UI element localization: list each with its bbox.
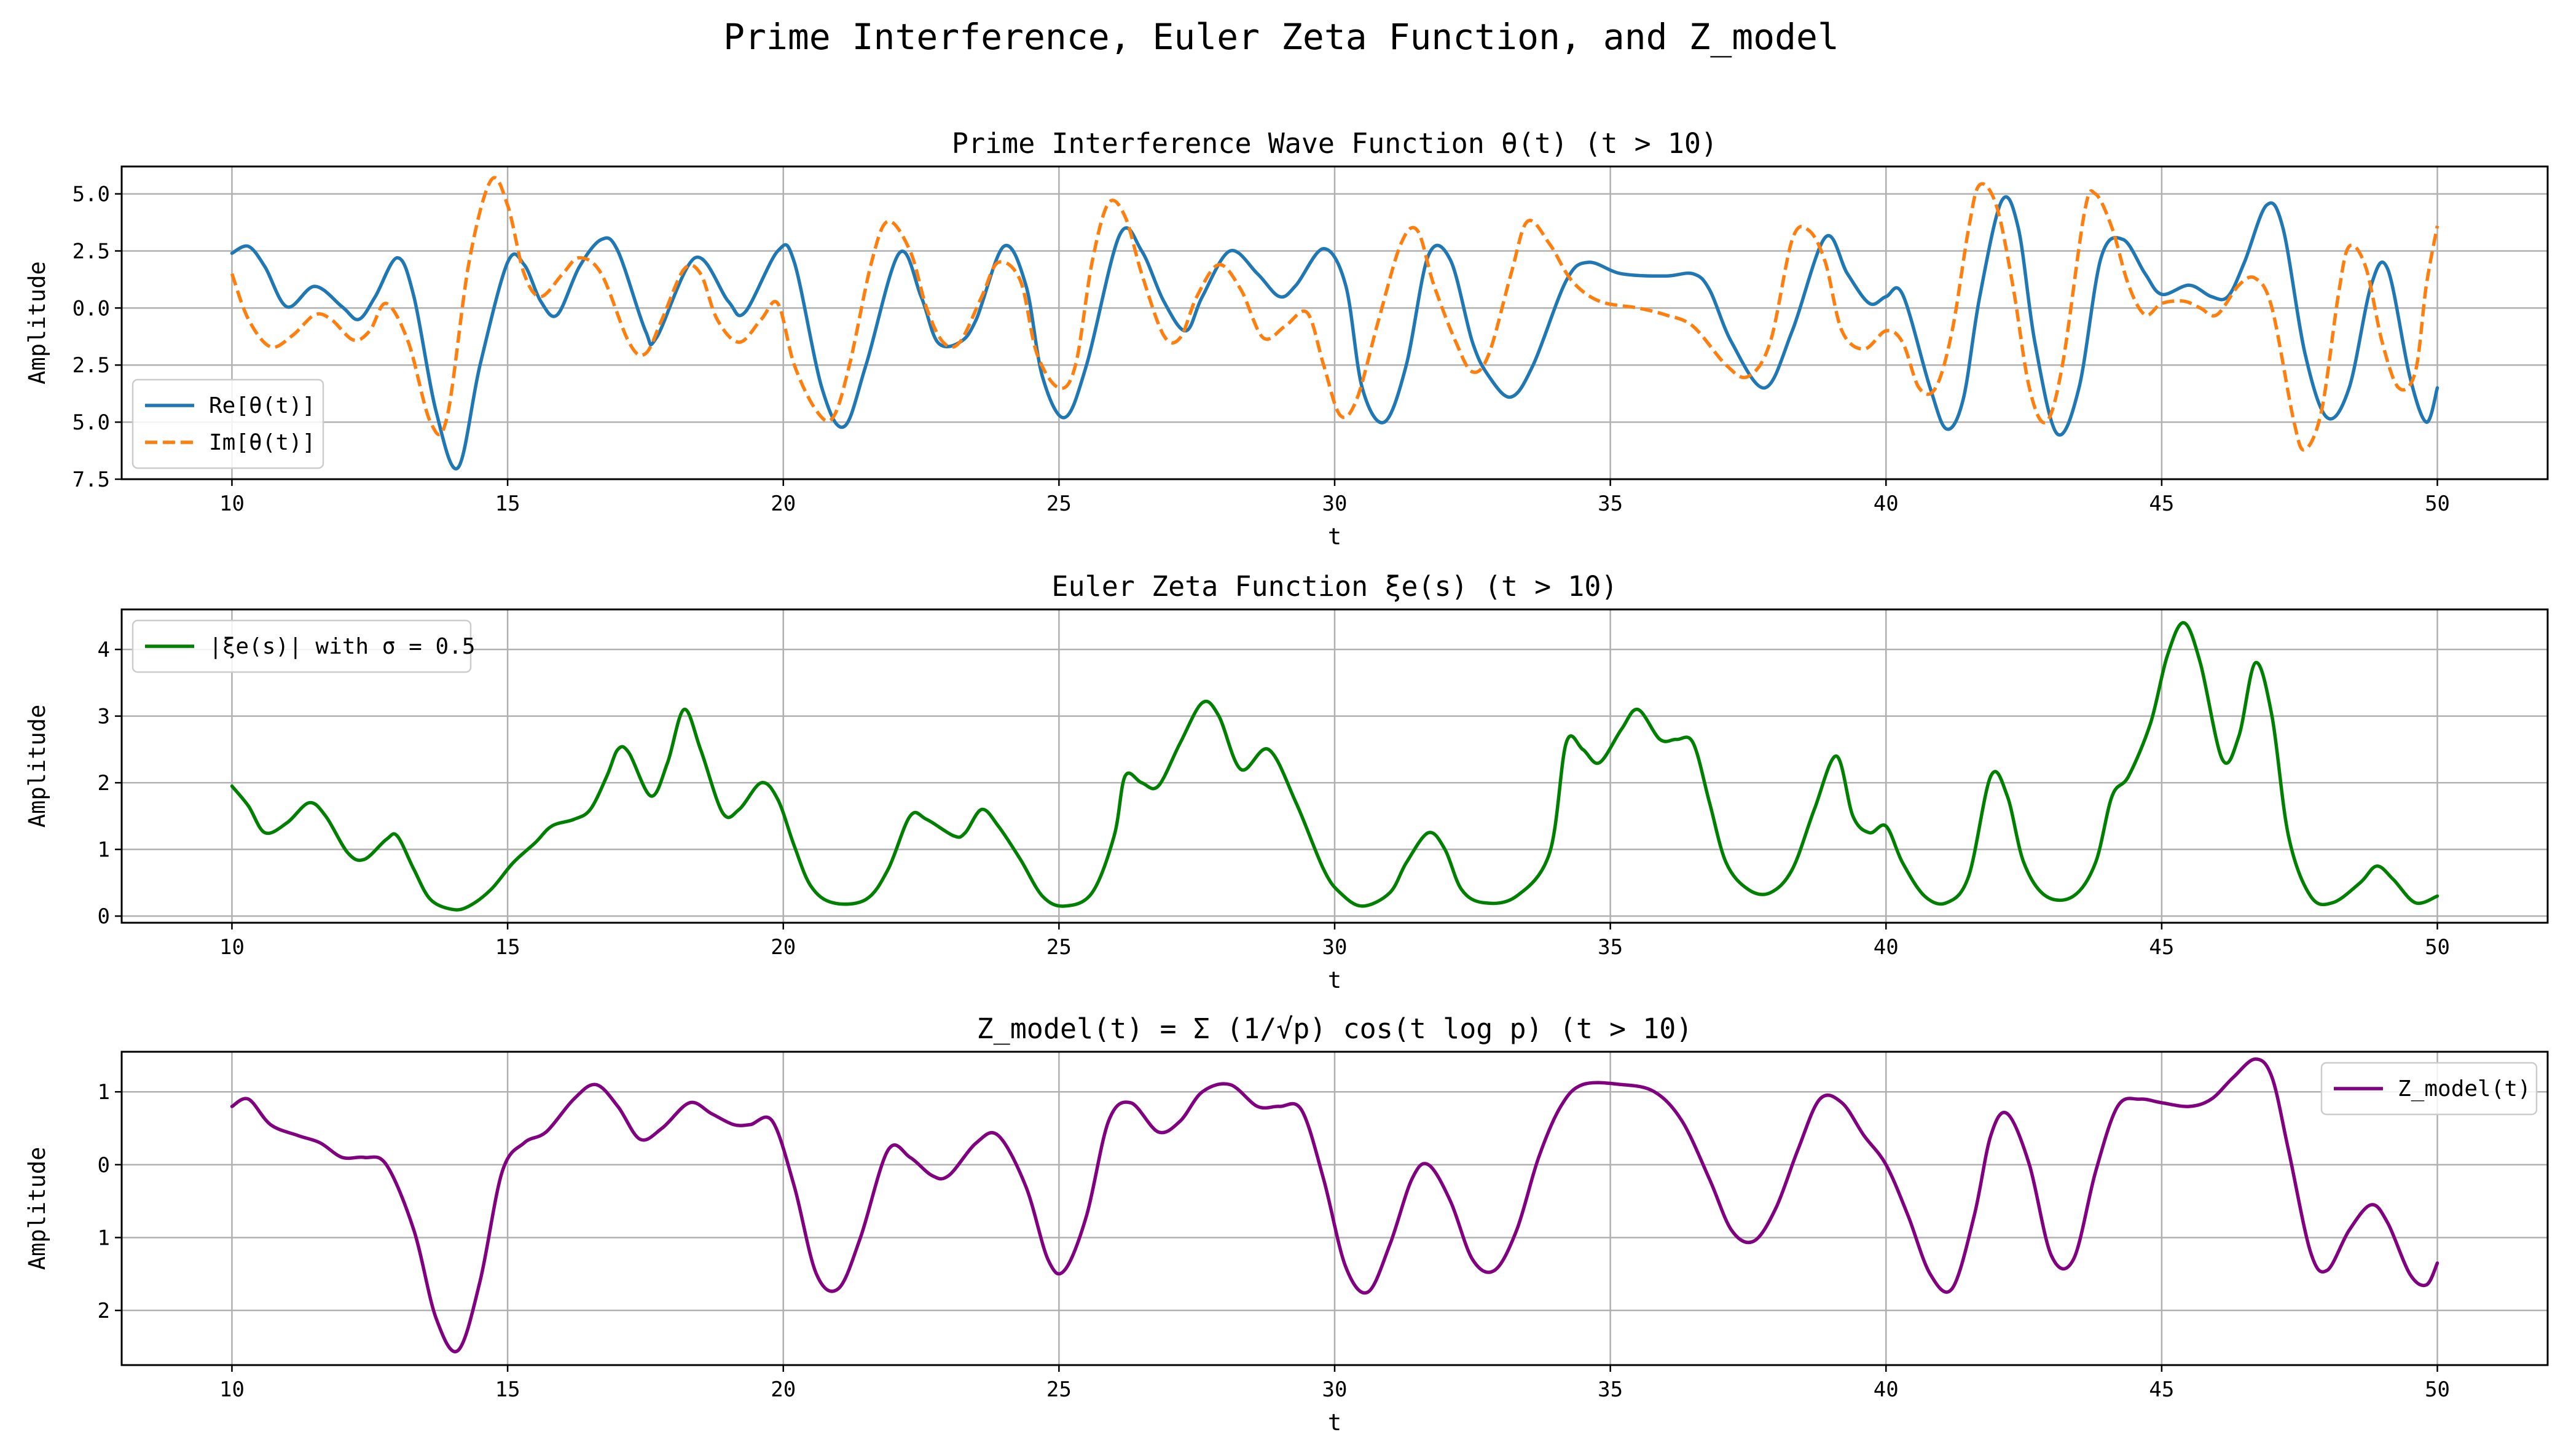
y-tick-label: 0 xyxy=(98,1153,110,1178)
x-tick-label: 45 xyxy=(2149,935,2174,960)
y-tick-label: 1 xyxy=(98,1226,110,1250)
y-tick-label: 2 xyxy=(98,1299,110,1323)
y-tick-label: 5.0 xyxy=(73,410,110,435)
legend: Z_model(t) xyxy=(2320,1062,2538,1116)
subplot-title: Euler Zeta Function ξe(s) (t > 10) xyxy=(1051,570,1617,603)
y-axis-label: Amplitude xyxy=(24,1147,50,1270)
x-tick-label: 50 xyxy=(2425,491,2450,516)
x-tick-label: 25 xyxy=(1046,935,1072,960)
x-tick-label: 20 xyxy=(771,1377,796,1402)
subplot-1: 10 15 20 25 30 35 40 45 50 5.0 2.5 0.0 2.5 5.0 7.5 Prim… xyxy=(24,127,2549,550)
y-axis-label: Amplitude xyxy=(24,705,50,828)
y-tick-label: 0 xyxy=(98,904,110,929)
x-tick-label: 35 xyxy=(1598,1377,1623,1402)
x-axis-label: t xyxy=(1328,967,1341,993)
x-axis-label: t xyxy=(1328,523,1341,550)
x-tick-label: 10 xyxy=(219,1377,245,1402)
x-tick-label: 25 xyxy=(1046,1377,1072,1402)
subplot-panels: 10 15 20 25 30 35 40 45 505.02.50.02.55.07.5Prim… xyxy=(24,127,2549,1436)
x-tick-label: 20 xyxy=(771,935,796,960)
x-tick-label: 30 xyxy=(1322,491,1348,516)
x-tick-label: 10 xyxy=(219,935,245,960)
y-tick-label: 5.0 xyxy=(73,182,110,207)
legend-label: Z_model(t) xyxy=(2398,1076,2531,1102)
x-tick-label: 50 xyxy=(2425,1377,2450,1402)
x-tick-label: 45 xyxy=(2149,491,2174,516)
x-tick-label: 45 xyxy=(2149,1377,2174,1402)
series-line-1 xyxy=(230,620,2439,912)
x-tick-label: 25 xyxy=(1046,491,1072,516)
legend-box xyxy=(131,619,472,673)
legend: Re[θ(t)] Im[θ(t)] xyxy=(131,378,324,469)
series-line-1 xyxy=(230,1057,2439,1353)
series-line-2 xyxy=(230,176,2439,452)
y-tick-label: 2 xyxy=(98,771,110,796)
y-tick-label: 1 xyxy=(98,1080,110,1105)
y-tick-label: 2.5 xyxy=(73,239,110,264)
subplot-title: Z_model(t) = Σ (1/√p) cos(t log p) (t > … xyxy=(977,1012,1693,1045)
figure-suptitle: Prime Interference, Euler Zeta Function,… xyxy=(723,16,1839,58)
y-tick-label: 7.5 xyxy=(73,468,110,492)
x-tick-label: 40 xyxy=(1874,1377,1899,1402)
x-tick-label: 30 xyxy=(1322,1377,1348,1402)
x-tick-label: 10 xyxy=(219,491,245,516)
legend: |ξe(s)| with σ = 0.5 xyxy=(131,619,475,673)
x-tick-label: 35 xyxy=(1598,491,1623,516)
x-tick-label: 40 xyxy=(1874,491,1899,516)
legend-box xyxy=(2320,1062,2538,1116)
x-tick-label: 15 xyxy=(495,1377,520,1402)
y-tick-label: 1 xyxy=(98,838,110,863)
y-tick-label: 4 xyxy=(98,638,110,662)
legend-label: Re[θ(t)] xyxy=(209,393,315,418)
legend-box xyxy=(131,378,324,469)
x-tick-label: 15 xyxy=(495,935,520,960)
y-axis-label: Amplitude xyxy=(24,261,50,384)
x-tick-label: 40 xyxy=(1874,935,1899,960)
subplot-title: Prime Interference Wave Function θ(t) (t… xyxy=(952,127,1717,160)
x-axis-label: t xyxy=(1328,1409,1341,1436)
y-tick-label: 2.5 xyxy=(73,353,110,378)
x-tick-label: 50 xyxy=(2425,935,2450,960)
legend-label: Im[θ(t)] xyxy=(209,430,315,455)
y-tick-label: 3 xyxy=(98,705,110,729)
x-tick-label: 35 xyxy=(1598,935,1623,960)
y-tick-label: 0.0 xyxy=(73,296,110,321)
legend-label: |ξe(s)| with σ = 0.5 xyxy=(209,634,475,659)
x-tick-label: 30 xyxy=(1322,935,1348,960)
x-tick-label: 20 xyxy=(771,491,796,516)
x-tick-label: 15 xyxy=(495,491,520,516)
